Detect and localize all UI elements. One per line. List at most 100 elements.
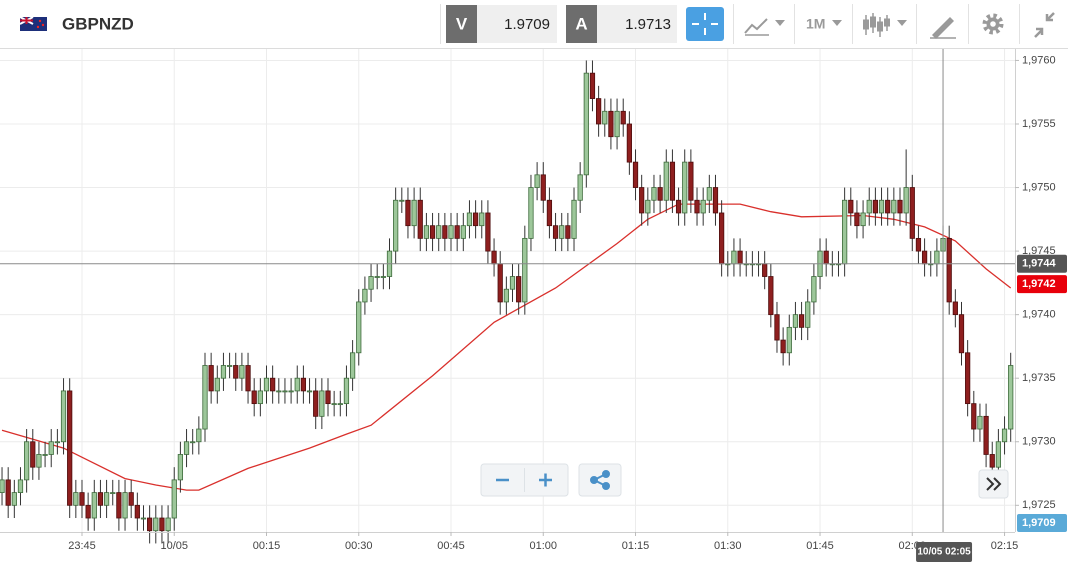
timeframe-arrow	[832, 20, 842, 26]
candle-body	[393, 199, 399, 252]
candle-body	[313, 390, 319, 417]
candle-body	[60, 390, 67, 443]
candle-body	[79, 492, 85, 506]
candle-body	[626, 123, 632, 163]
candle-body	[552, 225, 559, 239]
candle-body	[589, 72, 596, 99]
candle-body	[516, 276, 522, 303]
candle-body	[823, 250, 829, 265]
flag-icon	[19, 16, 47, 31]
candle-body	[233, 365, 239, 379]
candle-body	[645, 199, 651, 214]
bid-box[interactable]	[477, 5, 557, 43]
candle-body	[177, 454, 184, 481]
candle-body	[792, 314, 799, 328]
candle-body	[559, 225, 565, 239]
candle-body	[805, 301, 811, 328]
candle-body	[737, 250, 743, 265]
candle-body	[214, 377, 220, 392]
candle-body	[190, 441, 196, 444]
drawing-tool-button[interactable]	[930, 17, 956, 39]
ask-box[interactable]	[597, 5, 677, 43]
candle-body	[270, 377, 276, 392]
crosshair-price-badge	[1017, 254, 1067, 273]
candle-body	[245, 365, 251, 392]
x-tick-label: 23:45	[68, 540, 96, 552]
candle-body	[91, 492, 97, 519]
candle-body	[208, 365, 214, 392]
last-price-label: 1,9742	[1022, 278, 1056, 290]
collapse-button[interactable]	[1034, 12, 1055, 38]
candle-body	[220, 365, 227, 379]
y-tick-label: 1,9750	[1022, 181, 1056, 193]
candle-body	[503, 288, 509, 303]
candle-body	[171, 479, 177, 519]
settings-button[interactable]	[982, 13, 1004, 35]
candle-body	[885, 199, 891, 214]
candle-body	[331, 403, 337, 406]
candle-body	[682, 161, 688, 214]
candle-body	[509, 276, 516, 290]
candle-body	[774, 314, 780, 341]
candle-body	[915, 237, 922, 252]
candle-body	[319, 390, 325, 417]
candle-body	[67, 390, 73, 506]
candle-body	[239, 365, 245, 379]
candle-body	[405, 199, 411, 227]
candle-body	[854, 212, 860, 227]
candle-body	[479, 212, 485, 227]
candle-body	[780, 339, 786, 354]
candle-body	[762, 263, 768, 277]
crosshair-button[interactable]	[686, 7, 724, 41]
candle-body	[995, 441, 1002, 468]
candle-body	[688, 161, 694, 201]
candle-style-button[interactable]	[863, 13, 908, 37]
candle-body	[546, 199, 553, 227]
candle-body	[134, 504, 140, 519]
candle-body	[429, 225, 436, 239]
candle-body	[571, 199, 577, 239]
share-button[interactable]	[590, 470, 610, 490]
candle-body	[577, 174, 583, 201]
candle-body	[786, 326, 792, 354]
candle-body	[448, 225, 454, 239]
candle-body	[356, 301, 362, 354]
candle-body	[989, 454, 995, 468]
candle-body	[675, 199, 682, 214]
candle-body	[85, 504, 91, 519]
candle-body	[1008, 365, 1014, 430]
x-tick-label: 00:30	[345, 540, 373, 552]
candle-body	[436, 225, 442, 239]
bid-price: 1.9709	[504, 16, 550, 33]
ma-line	[1, 203, 1012, 491]
candle-body	[663, 161, 669, 201]
candle-body	[30, 441, 36, 468]
candle-body	[411, 199, 417, 227]
candle-body	[712, 187, 719, 214]
timeframe[interactable]: 1M	[806, 16, 825, 32]
candle-body	[196, 428, 202, 443]
candle-body	[337, 403, 343, 406]
candle-body	[5, 479, 11, 506]
chart-type-button[interactable]	[744, 18, 785, 36]
candle-body	[860, 212, 866, 227]
candle-body	[263, 377, 270, 392]
candle-body	[17, 479, 24, 493]
bid-price-badge	[1017, 514, 1067, 532]
bid-label: V	[456, 14, 468, 33]
candle-body	[842, 199, 848, 265]
candle-body	[731, 250, 737, 265]
scroll-to-end-button[interactable]	[978, 469, 1009, 499]
candle-body	[374, 276, 380, 278]
candle-body	[657, 187, 663, 201]
candle-body	[706, 187, 712, 201]
candle-body	[349, 352, 356, 379]
candle-body	[362, 288, 368, 303]
zoom-in-button[interactable]	[539, 473, 552, 487]
candle-body	[159, 517, 165, 532]
candle-body	[596, 98, 602, 125]
zoom-controls	[480, 463, 622, 497]
candle-body	[872, 199, 879, 214]
candle-body	[651, 187, 657, 201]
y-tick-label: 1,9735	[1022, 372, 1056, 384]
